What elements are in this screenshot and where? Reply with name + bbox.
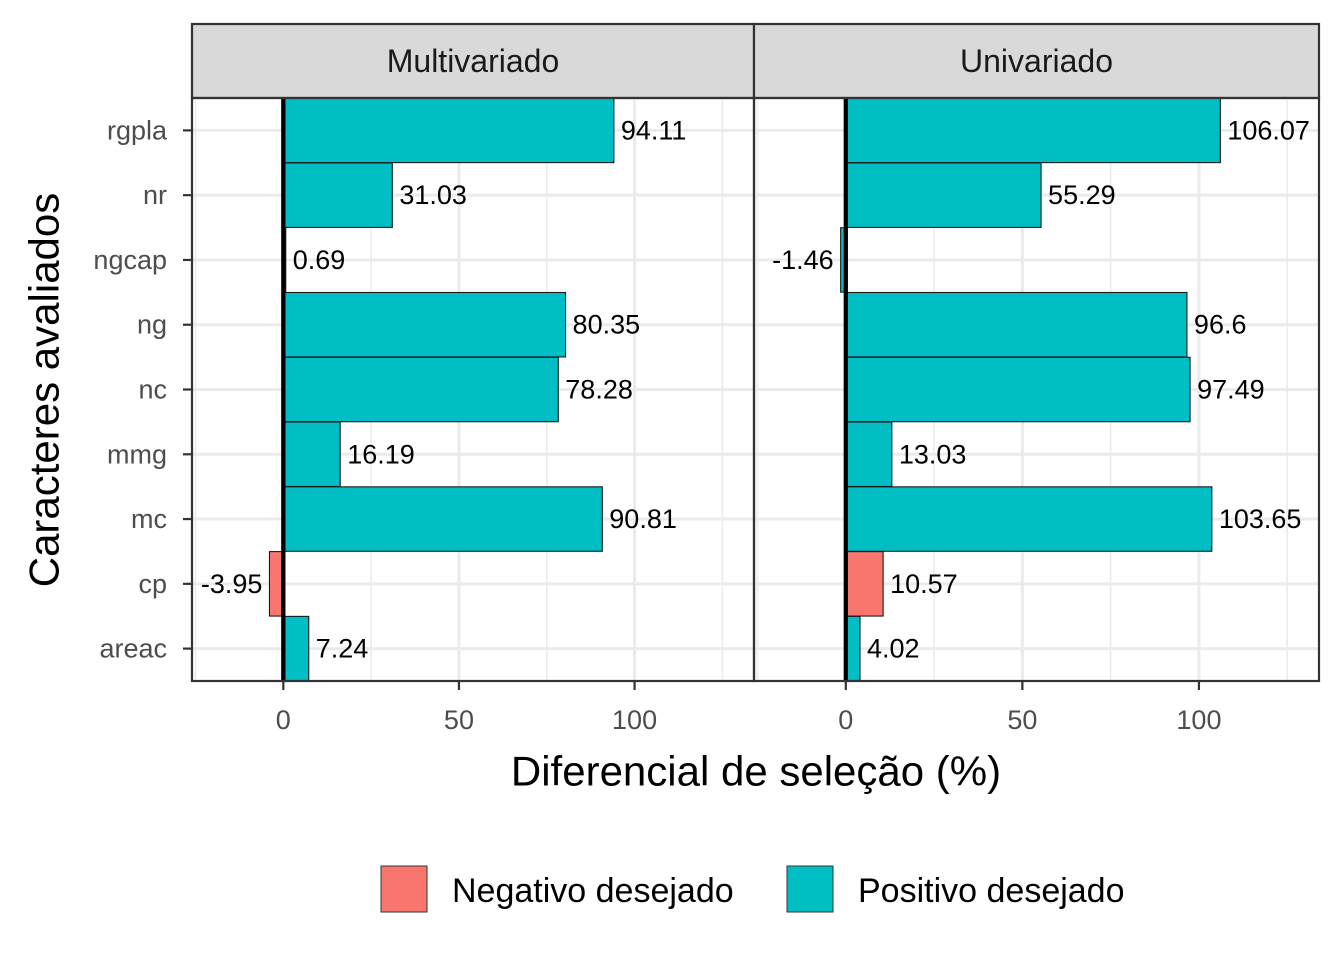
bar-areac: [282, 615, 310, 682]
y-tick-label-nc: nc: [138, 375, 167, 405]
data-label-nc: 97.49: [1197, 375, 1265, 405]
bar-ng: [845, 291, 1188, 358]
x-axis: 0 50 100: [838, 681, 1221, 735]
y-axis-title: Caracteres avaliados: [21, 193, 68, 588]
legend-swatch-positivo: [786, 865, 834, 913]
y-tick-label-areac: areac: [99, 634, 167, 664]
y-tick-label-mmg: mmg: [107, 439, 167, 469]
bar-mmg: [845, 421, 893, 488]
bar-nc: [282, 356, 559, 423]
data-label-mc: 90.81: [609, 504, 677, 534]
data-label-nr: 31.03: [399, 180, 467, 210]
bar-mc: [845, 486, 1213, 552]
x-tick-label: 50: [444, 705, 474, 735]
x-axis: 0 50 100: [276, 681, 657, 735]
bar-cp: [845, 551, 884, 617]
panel-title: Univariado: [960, 43, 1113, 79]
x-tick-label: 100: [1176, 705, 1221, 735]
data-label-nc: 78.28: [565, 375, 633, 405]
bar-nc: [845, 356, 1191, 423]
bar-ng: [282, 291, 567, 358]
panel-strip: [752, 22, 1321, 100]
x-tick-label: 0: [838, 705, 853, 735]
y-tick-label-ngcap: ngcap: [93, 245, 167, 275]
data-label-cp: -3.95: [201, 569, 263, 599]
legend-swatch-negativo: [380, 865, 428, 913]
bar-mmg: [282, 421, 341, 488]
data-label-nr: 55.29: [1048, 180, 1116, 210]
data-labels: 106.07 55.29 -1.46 96.6 97.49 13.03 103.65 10.5…: [772, 115, 1310, 663]
x-axis-title: Diferencial de seleção (%): [511, 748, 1001, 795]
bar-rgpla: [282, 97, 615, 164]
legend-label-positivo: Positivo desejado: [858, 872, 1125, 910]
data-label-rgpla: 106.07: [1227, 115, 1310, 145]
legend: Negativo desejado Positivo desejado: [380, 865, 1125, 913]
data-label-areac: 7.24: [316, 634, 369, 664]
data-labels: 94.11 31.03 0.69 80.35 78.28 16.19 90.81 -3.95 7…: [201, 115, 687, 663]
legend-label-negativo: Negativo desejado: [452, 872, 734, 910]
y-axis: rgpla nr ngcap ng nc mmg mc cp areac: [93, 115, 192, 664]
x-tick-label: 50: [1007, 705, 1037, 735]
y-tick-label-cp: cp: [138, 569, 167, 599]
data-label-ng: 80.35: [573, 310, 641, 340]
bars: [840, 97, 1221, 682]
data-label-mmg: 16.19: [347, 439, 415, 469]
bar-nr: [282, 162, 393, 228]
y-tick-label-ng: ng: [137, 310, 167, 340]
data-label-ngcap: -1.46: [772, 245, 834, 275]
data-label-cp: 10.57: [890, 569, 958, 599]
y-tick-label-mc: mc: [131, 504, 167, 534]
bars: [268, 97, 615, 682]
bar-nr: [845, 162, 1042, 228]
panel-multivariado: Multivariado 94.11 31.03 0.69 80.35 78.28 16.…: [190, 22, 756, 735]
bar-rgpla: [845, 97, 1221, 164]
data-label-ng: 96.6: [1194, 310, 1247, 340]
data-label-mc: 103.65: [1219, 504, 1302, 534]
data-label-ngcap: 0.69: [293, 245, 346, 275]
x-tick-label: 100: [612, 705, 657, 735]
y-tick-label-rgpla: rgpla: [107, 115, 168, 145]
bar-mc: [282, 486, 603, 552]
y-tick-label-nr: nr: [143, 180, 167, 210]
data-label-rgpla: 94.11: [621, 115, 687, 145]
panel-strip: [190, 22, 756, 100]
panel-border: [752, 96, 1321, 683]
data-label-areac: 4.02: [867, 634, 920, 664]
panel-univariado: Univariado 106.07 55.29 -1.46 96.6 97.49 13.0…: [752, 22, 1321, 735]
data-label-mmg: 13.03: [899, 439, 967, 469]
x-tick-label: 0: [276, 705, 291, 735]
panel-title: Multivariado: [387, 43, 560, 79]
